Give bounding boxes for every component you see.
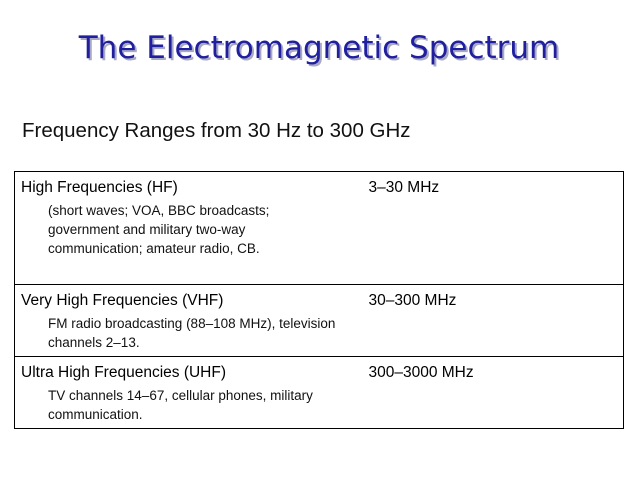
band-detail: (short waves; VOA, BBC broadcasts; gover… — [48, 203, 270, 256]
band-cell: High Frequencies (HF) (short waves; VOA,… — [14, 171, 347, 285]
band-detail: FM radio broadcasting (88–108 MHz), tele… — [48, 316, 336, 350]
band-detail: TV channels 14–67, cellular phones, mili… — [48, 388, 313, 422]
frequency-range: 300–3000 MHz — [368, 364, 474, 381]
table-row: Ultra High Frequencies (UHF) TV channels… — [15, 357, 624, 429]
frequency-table: High Frequencies (HF) (short waves; VOA,… — [14, 171, 624, 429]
slide-title: The Electromagnetic Spectrum — [78, 30, 560, 66]
range-cell: 3–30 MHz — [346, 171, 624, 285]
band-cell: Very High Frequencies (VHF) FM radio bro… — [14, 284, 347, 357]
band-cell: Ultra High Frequencies (UHF) TV channels… — [15, 357, 347, 429]
table-row: Very High Frequencies (VHF) FM radio bro… — [14, 284, 624, 357]
table-row: High Frequencies (HF) (short waves; VOA,… — [14, 171, 624, 285]
band-name: Very High Frequencies (VHF) — [21, 292, 224, 309]
range-cell: 300–3000 MHz — [347, 357, 624, 429]
band-name: Ultra High Frequencies (UHF) — [21, 364, 226, 381]
slide-subtitle: Frequency Ranges from 30 Hz to 300 GHz — [22, 119, 411, 142]
range-cell: 30–300 MHz — [346, 284, 624, 357]
band-name: High Frequencies (HF) — [21, 179, 178, 196]
frequency-range: 3–30 MHz — [368, 179, 440, 196]
frequency-range: 30–300 MHz — [368, 292, 457, 309]
